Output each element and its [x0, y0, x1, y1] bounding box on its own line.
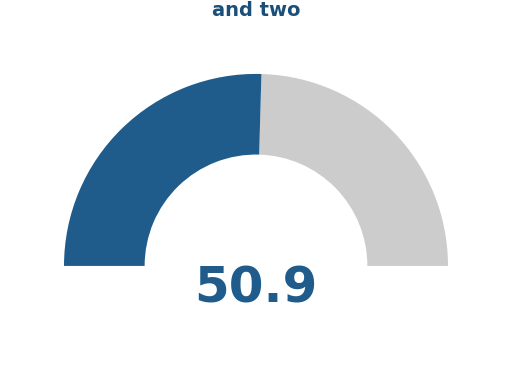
Text: Average final change in CORE scores years one
and two: Average final change in CORE scores year…: [0, 0, 512, 20]
Wedge shape: [64, 74, 262, 266]
Wedge shape: [259, 74, 448, 266]
Text: 50.9: 50.9: [195, 265, 317, 313]
